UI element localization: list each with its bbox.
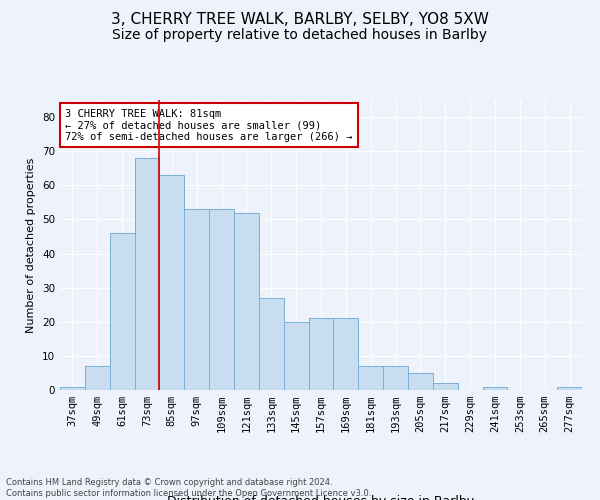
Text: 3 CHERRY TREE WALK: 81sqm
← 27% of detached houses are smaller (99)
72% of semi-: 3 CHERRY TREE WALK: 81sqm ← 27% of detac… [65,108,353,142]
Bar [358,366,383,390]
Bar [134,158,160,390]
Bar [557,386,582,390]
Bar [482,386,508,390]
Bar [209,209,234,390]
X-axis label: Distribution of detached houses by size in Barlby: Distribution of detached houses by size … [167,495,475,500]
Text: Size of property relative to detached houses in Barlby: Size of property relative to detached ho… [113,28,487,42]
Bar [160,175,184,390]
Bar [259,298,284,390]
Bar [110,233,134,390]
Bar [85,366,110,390]
Bar [234,212,259,390]
Y-axis label: Number of detached properties: Number of detached properties [26,158,37,332]
Bar [184,209,209,390]
Bar [408,373,433,390]
Bar [60,386,85,390]
Bar [383,366,408,390]
Bar [433,383,458,390]
Bar [284,322,308,390]
Text: 3, CHERRY TREE WALK, BARLBY, SELBY, YO8 5XW: 3, CHERRY TREE WALK, BARLBY, SELBY, YO8 … [111,12,489,28]
Text: Contains HM Land Registry data © Crown copyright and database right 2024.
Contai: Contains HM Land Registry data © Crown c… [6,478,371,498]
Bar [334,318,358,390]
Bar [308,318,334,390]
